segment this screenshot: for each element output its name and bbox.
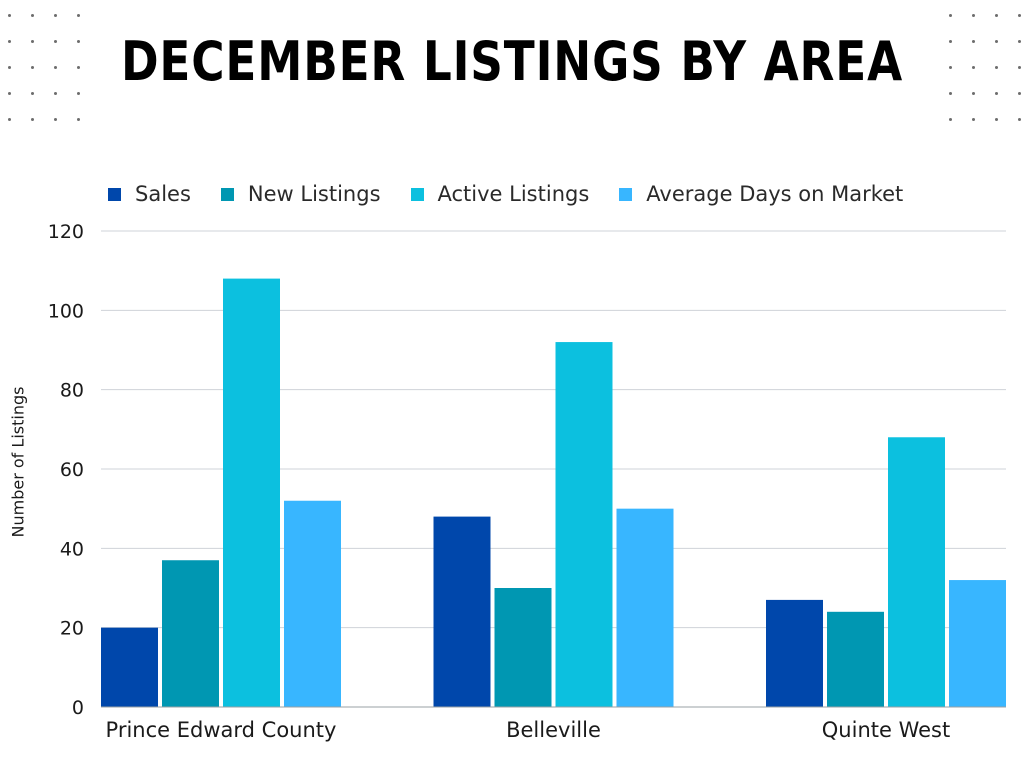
decorative-dot	[1018, 118, 1021, 121]
bar	[555, 342, 613, 707]
decorative-dot	[54, 118, 57, 121]
bar	[284, 500, 341, 707]
decorative-dot	[995, 40, 998, 43]
legend-swatch	[220, 187, 234, 201]
decorative-dot	[1018, 40, 1021, 43]
legend-label: Sales	[135, 182, 191, 206]
decorative-dot	[54, 14, 57, 17]
x-tick-label: Prince Edward County	[106, 718, 337, 742]
y-tick-label: 100	[48, 300, 84, 322]
decorative-dot	[8, 66, 11, 69]
y-tick-label: 40	[60, 538, 84, 560]
decorative-dot	[77, 118, 80, 121]
bar	[827, 611, 884, 707]
legend-swatch	[619, 187, 633, 201]
bar	[766, 599, 823, 707]
bar	[616, 508, 674, 707]
legend-swatch	[108, 187, 121, 201]
decorative-dot	[8, 14, 11, 17]
decorative-dot	[31, 14, 34, 17]
legend-item-active-listings: Active Listings	[410, 182, 590, 206]
decorative-dot	[1018, 14, 1021, 17]
decorative-dot	[949, 66, 952, 69]
decorative-dot	[972, 14, 975, 17]
decorative-dot	[77, 14, 80, 17]
bar	[494, 588, 552, 707]
legend-label: Average Days on Market	[646, 182, 904, 206]
decorative-dot	[995, 118, 998, 121]
decorative-dot	[949, 118, 952, 121]
y-tick-label: 60	[60, 459, 84, 481]
bar	[949, 580, 1006, 707]
decorative-dot	[54, 40, 57, 43]
decorative-dot	[972, 40, 975, 43]
decorative-dot	[77, 66, 80, 69]
bar	[223, 278, 280, 707]
decorative-dot	[31, 40, 34, 43]
legend-item-new-listings: New Listings	[220, 182, 381, 206]
decorative-dot	[972, 66, 975, 69]
y-tick-label: 20	[60, 618, 84, 640]
x-tick-label: Belleville	[506, 718, 601, 742]
decorative-dot	[972, 118, 975, 121]
legend-label: New Listings	[247, 182, 381, 206]
chart-legend: Sales New Listings Active Listings Avera…	[108, 182, 903, 206]
bar	[162, 560, 219, 707]
decorative-dot	[1018, 66, 1021, 69]
bar	[433, 516, 491, 707]
decorative-dot	[972, 92, 975, 95]
decorative-dot	[8, 92, 11, 95]
decorative-dot	[77, 92, 80, 95]
x-tick-label: Quinte West	[822, 718, 950, 742]
chart-title: DECEMBER LISTINGS BY AREA	[120, 30, 904, 93]
y-tick-label: 120	[48, 221, 84, 243]
decorative-dot	[54, 66, 57, 69]
y-tick-label: 80	[60, 380, 84, 402]
legend-item-sales: Sales	[108, 182, 191, 206]
bar	[888, 437, 945, 707]
decorative-dot	[31, 92, 34, 95]
decorative-dot	[77, 40, 80, 43]
legend-label: Active Listings	[437, 182, 590, 206]
decorative-dot	[54, 92, 57, 95]
decorative-dot	[31, 118, 34, 121]
decorative-dot	[31, 66, 34, 69]
legend-item-average-days-on-market: Average Days on Market	[619, 182, 903, 206]
decorative-dot	[949, 40, 952, 43]
decorative-dot	[995, 66, 998, 69]
decorative-dot	[995, 92, 998, 95]
decorative-dot	[949, 92, 952, 95]
decorative-dot	[8, 40, 11, 43]
bar	[101, 627, 158, 707]
decorative-dot	[949, 14, 952, 17]
decorative-dot	[995, 14, 998, 17]
decorative-dot	[8, 118, 11, 121]
y-tick-label: 0	[72, 697, 84, 719]
legend-swatch	[410, 187, 424, 201]
decorative-dot	[1018, 92, 1021, 95]
